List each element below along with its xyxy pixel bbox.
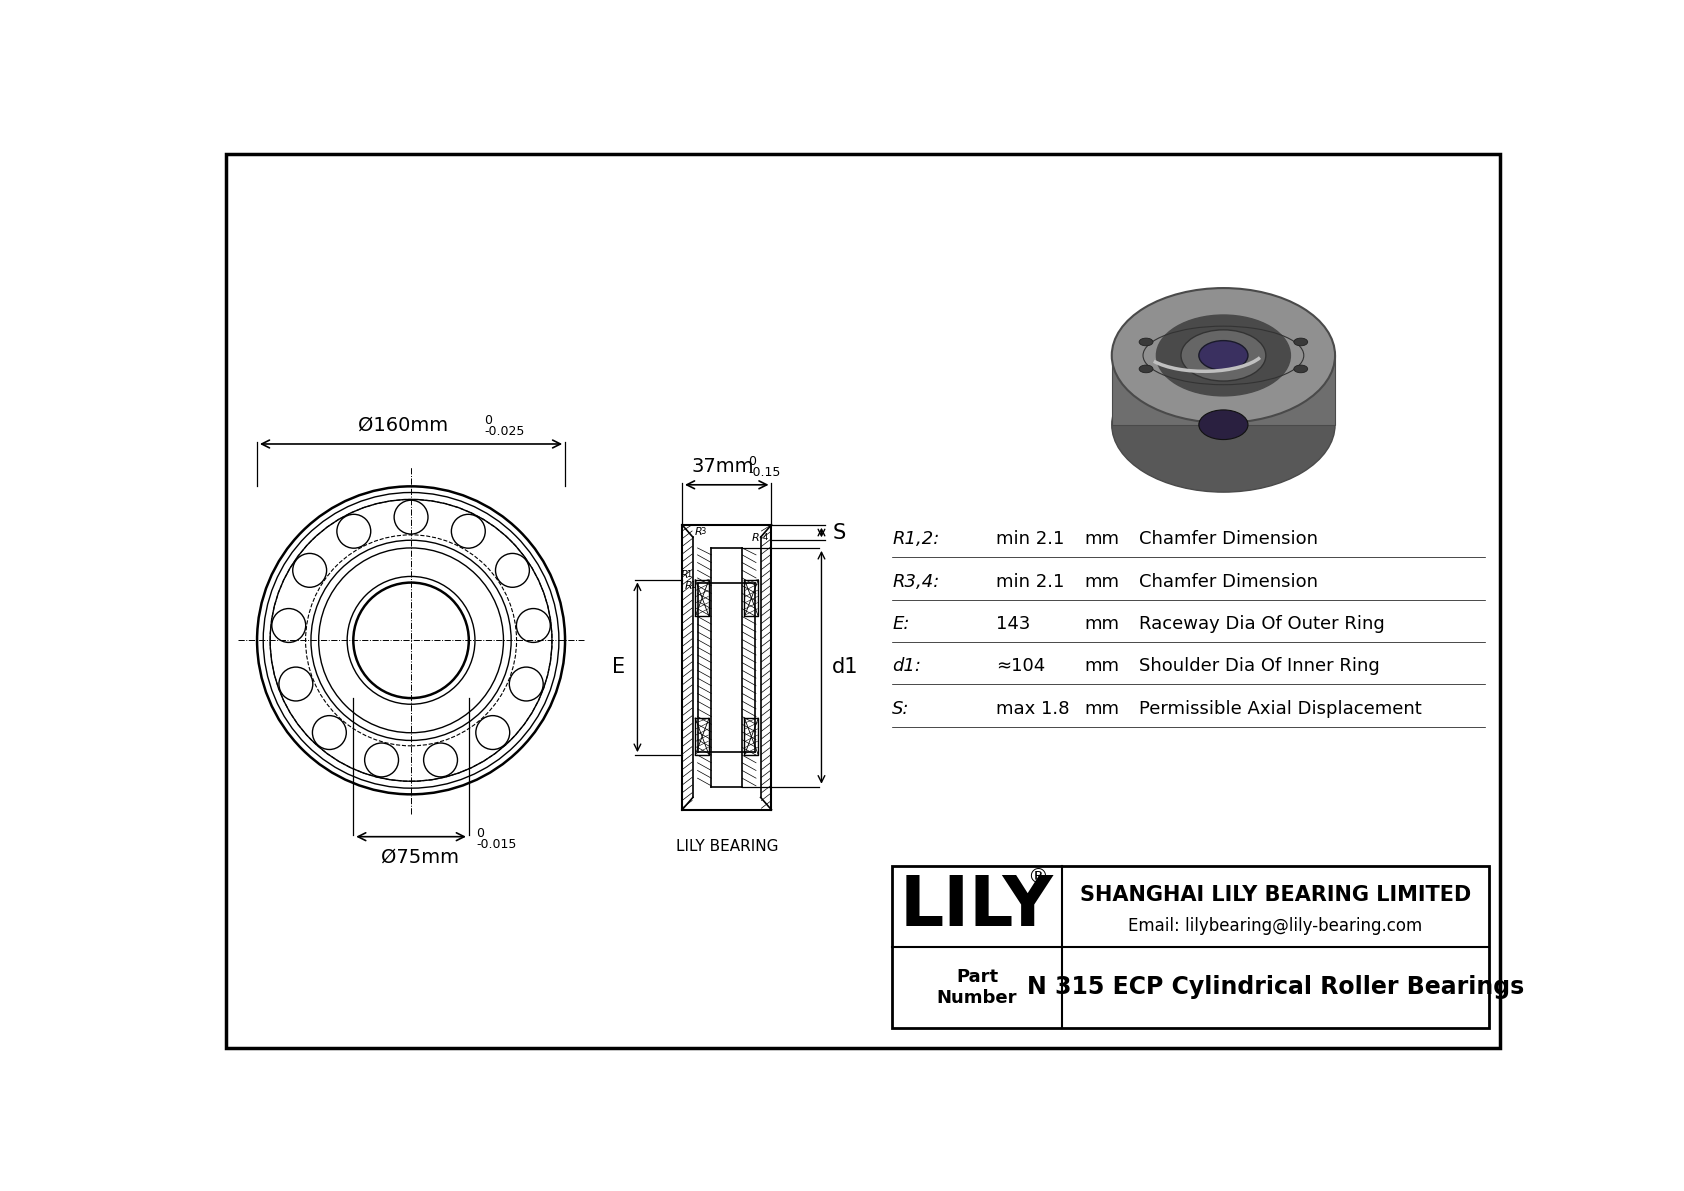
Text: S:: S: <box>893 699 909 718</box>
Text: R1,2:: R1,2: <box>893 530 940 548</box>
Ellipse shape <box>1111 357 1335 492</box>
Text: N 315 ECP Cylindrical Roller Bearings: N 315 ECP Cylindrical Roller Bearings <box>1027 975 1524 999</box>
Text: E: E <box>611 657 625 678</box>
Text: Chamfer Dimension: Chamfer Dimension <box>1138 530 1317 548</box>
Text: LILY BEARING: LILY BEARING <box>675 838 778 854</box>
Text: Raceway Dia Of Outer Ring: Raceway Dia Of Outer Ring <box>1138 615 1384 632</box>
Text: mm: mm <box>1084 657 1120 675</box>
Ellipse shape <box>1138 338 1154 345</box>
Text: 143: 143 <box>997 615 1031 632</box>
Ellipse shape <box>1199 341 1248 370</box>
Text: -0.15: -0.15 <box>748 466 781 479</box>
Text: ≈104: ≈104 <box>997 657 1046 675</box>
Text: mm: mm <box>1084 699 1120 718</box>
Text: -0.015: -0.015 <box>477 837 517 850</box>
Text: min 2.1: min 2.1 <box>997 530 1064 548</box>
Text: R: R <box>751 532 759 543</box>
Text: 1: 1 <box>685 570 690 579</box>
Text: 1: 1 <box>690 581 695 590</box>
Text: Email: lilybearing@lily-bearing.com: Email: lilybearing@lily-bearing.com <box>1128 917 1423 935</box>
Text: 37mm: 37mm <box>692 456 754 475</box>
Text: Ø75mm: Ø75mm <box>381 848 460 867</box>
Ellipse shape <box>1138 366 1154 373</box>
Text: Part
Number: Part Number <box>936 968 1017 1006</box>
Text: R: R <box>685 581 692 591</box>
Text: R: R <box>680 570 689 580</box>
Polygon shape <box>1111 355 1335 425</box>
Text: d1: d1 <box>832 657 859 678</box>
Text: Permissible Axial Displacement: Permissible Axial Displacement <box>1138 699 1421 718</box>
Text: R3,4:: R3,4: <box>893 573 940 591</box>
Text: max 1.8: max 1.8 <box>997 699 1069 718</box>
Text: 4: 4 <box>763 532 768 542</box>
Text: d1:: d1: <box>893 657 921 675</box>
Ellipse shape <box>1157 314 1290 395</box>
Text: R: R <box>694 528 702 537</box>
Text: mm: mm <box>1084 615 1120 632</box>
Ellipse shape <box>1180 330 1266 381</box>
Text: 0: 0 <box>477 827 485 840</box>
Text: 0: 0 <box>748 455 756 468</box>
Ellipse shape <box>1111 288 1335 423</box>
Text: SHANGHAI LILY BEARING LIMITED: SHANGHAI LILY BEARING LIMITED <box>1079 885 1472 905</box>
Ellipse shape <box>1199 410 1248 439</box>
Text: E:: E: <box>893 615 909 632</box>
Text: 0: 0 <box>485 414 492 428</box>
Text: LILY: LILY <box>899 873 1054 940</box>
Text: S: S <box>834 523 847 543</box>
Text: min 2.1: min 2.1 <box>997 573 1064 591</box>
Ellipse shape <box>1293 338 1308 345</box>
Text: Shoulder Dia Of Inner Ring: Shoulder Dia Of Inner Ring <box>1138 657 1379 675</box>
Text: Chamfer Dimension: Chamfer Dimension <box>1138 573 1317 591</box>
Ellipse shape <box>1293 366 1308 373</box>
Text: mm: mm <box>1084 530 1120 548</box>
Bar <box>893 866 1489 1028</box>
Text: -0.025: -0.025 <box>485 425 525 438</box>
Text: Ø160mm: Ø160mm <box>359 416 448 435</box>
Text: 3: 3 <box>701 528 706 536</box>
Text: ®: ® <box>1027 867 1047 887</box>
Text: mm: mm <box>1084 573 1120 591</box>
